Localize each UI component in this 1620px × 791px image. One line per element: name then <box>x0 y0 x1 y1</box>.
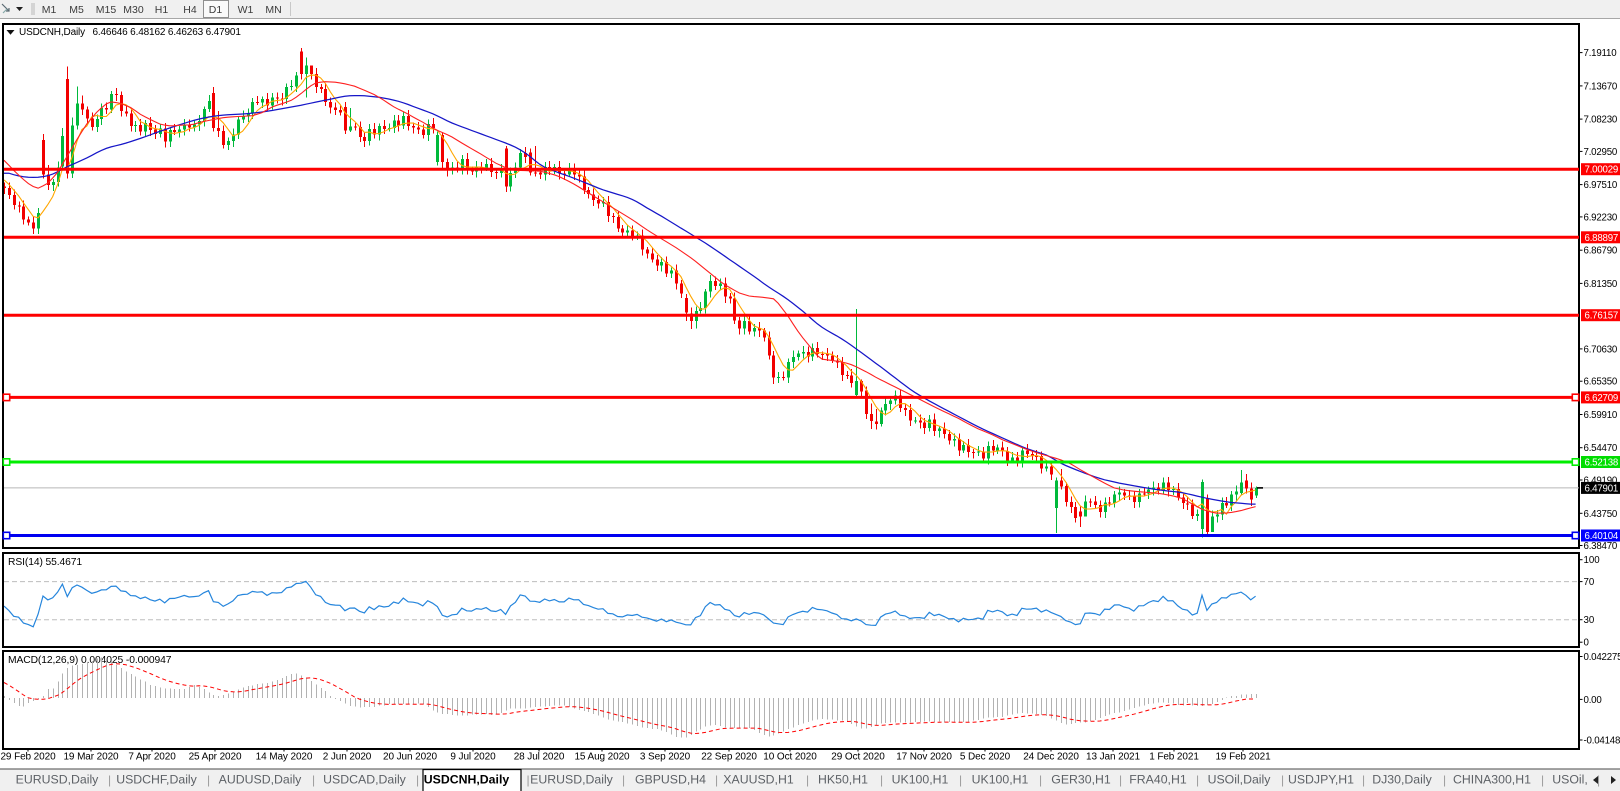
svg-text:-0.0414800: -0.0414800 <box>1584 736 1620 747</box>
svg-text:6.40104: 6.40104 <box>1585 531 1619 542</box>
svg-text:6.70630: 6.70630 <box>1584 344 1618 355</box>
svg-text:10 Oct 2020: 10 Oct 2020 <box>763 752 817 763</box>
svg-text:|: | <box>1281 773 1284 787</box>
svg-text:M5: M5 <box>69 4 84 16</box>
svg-text:|: | <box>959 773 962 787</box>
svg-text:|: | <box>108 773 111 787</box>
svg-text:15 Aug 2020: 15 Aug 2020 <box>574 752 630 763</box>
svg-text:|: | <box>1362 773 1365 787</box>
svg-text:19 Feb 2021: 19 Feb 2021 <box>1215 752 1271 763</box>
svg-text:6.47901: 6.47901 <box>1585 483 1619 494</box>
svg-text:6.43750: 6.43750 <box>1584 509 1618 520</box>
svg-text:14 May 2020: 14 May 2020 <box>256 752 313 763</box>
svg-text:6.81350: 6.81350 <box>1584 279 1618 290</box>
svg-text:6.92230: 6.92230 <box>1584 212 1618 223</box>
svg-text:|: | <box>1039 773 1042 787</box>
svg-text:USDJPY,H1: USDJPY,H1 <box>1288 773 1354 787</box>
svg-text:HK50,H1: HK50,H1 <box>818 773 868 787</box>
svg-text:GER30,H1: GER30,H1 <box>1051 773 1111 787</box>
svg-text:USDCNH,Daily: USDCNH,Daily <box>424 773 510 787</box>
svg-text:W1: W1 <box>238 4 254 16</box>
svg-text:USDCNH,Daily 6.46646 6.48162: USDCNH,Daily 6.46646 6.48162 6.46263 6.4… <box>19 27 241 38</box>
svg-text:22 Sep 2020: 22 Sep 2020 <box>701 752 757 763</box>
svg-text:7.19110: 7.19110 <box>1584 48 1618 59</box>
svg-text:|: | <box>880 773 883 787</box>
svg-text:0: 0 <box>1584 638 1590 649</box>
svg-text:6.86790: 6.86790 <box>1584 246 1618 257</box>
svg-text:GBPUSD,H4: GBPUSD,H4 <box>635 773 706 787</box>
svg-text:6.62709: 6.62709 <box>1585 393 1619 404</box>
svg-text:M1: M1 <box>42 4 57 16</box>
svg-text:20 Jun 2020: 20 Jun 2020 <box>383 752 437 763</box>
svg-text:USDCAD,Daily: USDCAD,Daily <box>323 773 407 787</box>
svg-text:0.00: 0.00 <box>1584 695 1603 706</box>
svg-text:D1: D1 <box>209 4 223 16</box>
svg-text:6.65350: 6.65350 <box>1584 377 1618 388</box>
svg-text:|: | <box>1196 773 1199 787</box>
svg-text:|: | <box>1119 773 1122 787</box>
svg-text:|: | <box>1597 773 1600 787</box>
svg-text:19 Mar 2020: 19 Mar 2020 <box>63 752 119 763</box>
svg-text:7.00029: 7.00029 <box>1585 165 1619 176</box>
svg-text:7.08230: 7.08230 <box>1584 115 1618 126</box>
svg-text:6.97510: 6.97510 <box>1584 180 1618 191</box>
svg-text:FRA40,H1: FRA40,H1 <box>1129 773 1187 787</box>
svg-text:|: | <box>1443 773 1446 787</box>
svg-text:EURUSD,Daily: EURUSD,Daily <box>530 773 614 787</box>
svg-text:1 Feb 2021: 1 Feb 2021 <box>1149 752 1199 763</box>
svg-text:|: | <box>806 773 809 787</box>
svg-text:USDCHF,Daily: USDCHF,Daily <box>116 773 197 787</box>
svg-text:30: 30 <box>1584 615 1595 626</box>
svg-text:|: | <box>416 773 419 787</box>
svg-text:|: | <box>207 773 210 787</box>
svg-text:6.88897: 6.88897 <box>1585 233 1619 244</box>
svg-text:5 Dec 2020: 5 Dec 2020 <box>960 752 1011 763</box>
svg-text:M15: M15 <box>96 4 117 16</box>
svg-text:AUDUSD,Daily: AUDUSD,Daily <box>219 773 303 787</box>
svg-text:H4: H4 <box>183 4 197 16</box>
svg-text:6.76157: 6.76157 <box>1585 311 1619 322</box>
svg-text:24 Dec 2020: 24 Dec 2020 <box>1023 752 1079 763</box>
svg-text:XAUUSD,H1: XAUUSD,H1 <box>723 773 794 787</box>
svg-text:EURUSD,Daily: EURUSD,Daily <box>16 773 100 787</box>
svg-text:6.49190: 6.49190 <box>1584 476 1618 487</box>
svg-text:H1: H1 <box>155 4 169 16</box>
svg-text:|: | <box>527 773 530 787</box>
svg-text:UK100,H1: UK100,H1 <box>972 773 1029 787</box>
svg-text:13 Jan 2021: 13 Jan 2021 <box>1086 752 1140 763</box>
svg-text:6.54470: 6.54470 <box>1584 443 1618 454</box>
svg-text:7 Apr 2020: 7 Apr 2020 <box>128 752 176 763</box>
svg-text:RSI(14) 55.4671: RSI(14) 55.4671 <box>8 557 82 568</box>
svg-text:USOil,: USOil, <box>1552 773 1588 787</box>
svg-text:MN: MN <box>265 4 281 16</box>
svg-text:6.52138: 6.52138 <box>1585 458 1619 469</box>
svg-text:25 Apr 2020: 25 Apr 2020 <box>189 752 242 763</box>
svg-text:2 Jun 2020: 2 Jun 2020 <box>323 752 372 763</box>
svg-text:28 Jul 2020: 28 Jul 2020 <box>514 752 565 763</box>
svg-text:7.13670: 7.13670 <box>1584 81 1618 92</box>
svg-text:CHINA300,H1: CHINA300,H1 <box>1453 773 1531 787</box>
svg-text:100: 100 <box>1584 555 1601 566</box>
svg-text:7.02950: 7.02950 <box>1584 147 1618 158</box>
svg-text:|: | <box>312 773 315 787</box>
svg-text:M30: M30 <box>123 4 144 16</box>
svg-text:|: | <box>622 773 625 787</box>
svg-text:17 Nov 2020: 17 Nov 2020 <box>896 752 952 763</box>
svg-text:USOil,Daily: USOil,Daily <box>1208 773 1272 787</box>
svg-text:70: 70 <box>1584 577 1595 588</box>
svg-text:9 Jul 2020: 9 Jul 2020 <box>450 752 496 763</box>
svg-text:29 Feb 2020: 29 Feb 2020 <box>0 752 56 763</box>
svg-text:6.38470: 6.38470 <box>1584 541 1618 552</box>
svg-text:29 Oct 2020: 29 Oct 2020 <box>831 752 885 763</box>
svg-text:6.59910: 6.59910 <box>1584 410 1618 421</box>
svg-text:|: | <box>715 773 718 787</box>
svg-text:|: | <box>1541 773 1544 787</box>
svg-text:DJ30,Daily: DJ30,Daily <box>1372 773 1432 787</box>
svg-text:UK100,H1: UK100,H1 <box>892 773 949 787</box>
svg-text:3 Sep 2020: 3 Sep 2020 <box>640 752 691 763</box>
svg-text:MACD(12,26,9) 0.004025 -0.0009: MACD(12,26,9) 0.004025 -0.000947 <box>8 655 172 666</box>
